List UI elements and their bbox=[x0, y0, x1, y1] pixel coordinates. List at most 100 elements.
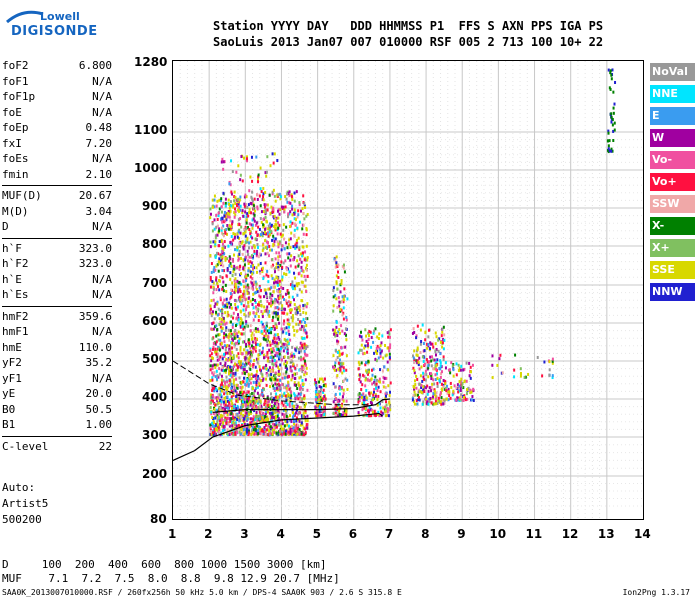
echo-point bbox=[361, 338, 364, 342]
echo-point bbox=[216, 313, 219, 317]
echo-point bbox=[225, 357, 228, 361]
echo-point bbox=[284, 432, 287, 436]
echo-point bbox=[270, 376, 273, 380]
echo-point bbox=[221, 242, 224, 246]
echo-point bbox=[263, 334, 266, 338]
echo-point bbox=[420, 386, 423, 390]
echo-point bbox=[303, 258, 306, 262]
echo-point bbox=[414, 383, 417, 387]
echo-point bbox=[251, 197, 254, 201]
echo-point bbox=[264, 401, 267, 405]
echo-point bbox=[335, 403, 338, 407]
echo-point bbox=[212, 411, 215, 415]
echo-point bbox=[224, 304, 227, 308]
echo-point bbox=[228, 202, 231, 206]
echo-point bbox=[296, 432, 299, 436]
echo-point bbox=[266, 245, 269, 249]
echo-point bbox=[228, 379, 231, 383]
echo-point bbox=[372, 367, 375, 371]
echo-point bbox=[261, 429, 264, 433]
echo-point bbox=[251, 353, 254, 357]
echo-point bbox=[214, 427, 217, 431]
echo-point bbox=[247, 262, 250, 265]
echo-point bbox=[279, 232, 282, 236]
echo-point bbox=[297, 397, 300, 401]
echo-point bbox=[276, 232, 279, 236]
echo-point bbox=[260, 432, 263, 436]
echo-point bbox=[273, 216, 276, 220]
echo-point bbox=[250, 286, 253, 290]
echo-point bbox=[278, 349, 281, 353]
echo-point bbox=[245, 297, 248, 301]
echo-point bbox=[378, 414, 381, 418]
echo-point bbox=[225, 274, 228, 278]
echo-point bbox=[283, 297, 286, 301]
echo-point bbox=[273, 336, 276, 340]
echo-point bbox=[299, 384, 302, 388]
echo-point bbox=[259, 271, 262, 275]
echo-point bbox=[223, 214, 226, 218]
echo-point bbox=[288, 325, 291, 329]
echo-point bbox=[228, 424, 231, 428]
echo-point bbox=[368, 392, 371, 396]
echo-point bbox=[332, 328, 335, 332]
echo-point bbox=[265, 367, 268, 371]
param-value: 2.10 bbox=[85, 167, 113, 181]
echo-point bbox=[246, 206, 249, 210]
echo-point bbox=[275, 423, 278, 427]
echo-point bbox=[245, 353, 248, 357]
echo-point bbox=[306, 212, 309, 216]
echo-point bbox=[259, 187, 262, 191]
echo-point bbox=[426, 392, 429, 396]
echo-point bbox=[316, 411, 319, 415]
echo-point bbox=[239, 231, 242, 235]
echo-point bbox=[295, 282, 298, 286]
echo-point bbox=[272, 347, 275, 351]
echo-point bbox=[451, 393, 454, 397]
echo-point bbox=[228, 352, 231, 356]
echo-point bbox=[224, 348, 227, 352]
echo-point bbox=[301, 280, 304, 284]
echo-point bbox=[283, 337, 286, 341]
echo-point bbox=[263, 418, 266, 422]
echo-point bbox=[249, 362, 252, 366]
echo-point bbox=[228, 301, 231, 305]
echo-point bbox=[334, 385, 337, 389]
echo-point bbox=[244, 414, 247, 418]
echo-point bbox=[286, 375, 289, 379]
param-separator bbox=[2, 435, 112, 437]
echo-point bbox=[378, 346, 381, 350]
echo-point bbox=[227, 198, 230, 202]
echo-point bbox=[276, 341, 279, 345]
echo-point bbox=[259, 368, 262, 372]
echo-point bbox=[286, 252, 289, 256]
echo-point bbox=[415, 336, 418, 340]
echo-point bbox=[230, 399, 233, 403]
echo-point bbox=[274, 426, 277, 430]
echo-point bbox=[236, 415, 239, 419]
echo-point bbox=[444, 379, 447, 383]
echo-point bbox=[254, 339, 257, 343]
echo-point bbox=[214, 244, 217, 248]
echo-point bbox=[252, 204, 255, 208]
echo-point bbox=[332, 400, 335, 404]
echo-point bbox=[264, 432, 267, 436]
echo-point bbox=[285, 326, 288, 330]
echo-point bbox=[234, 298, 237, 302]
echo-point bbox=[221, 269, 224, 273]
echo-point bbox=[302, 223, 305, 227]
echo-point bbox=[302, 212, 305, 216]
echo-point bbox=[212, 285, 215, 289]
echo-point bbox=[233, 384, 236, 388]
echo-point bbox=[436, 381, 439, 385]
echo-point bbox=[286, 289, 289, 293]
echo-point bbox=[266, 374, 269, 378]
echo-point bbox=[282, 372, 285, 376]
echo-point bbox=[372, 340, 375, 344]
echo-point bbox=[228, 264, 231, 268]
echo-point bbox=[219, 401, 222, 405]
echo-point bbox=[422, 400, 425, 404]
echo-point bbox=[252, 415, 255, 419]
echo-point bbox=[374, 375, 377, 379]
echo-point bbox=[289, 225, 292, 229]
